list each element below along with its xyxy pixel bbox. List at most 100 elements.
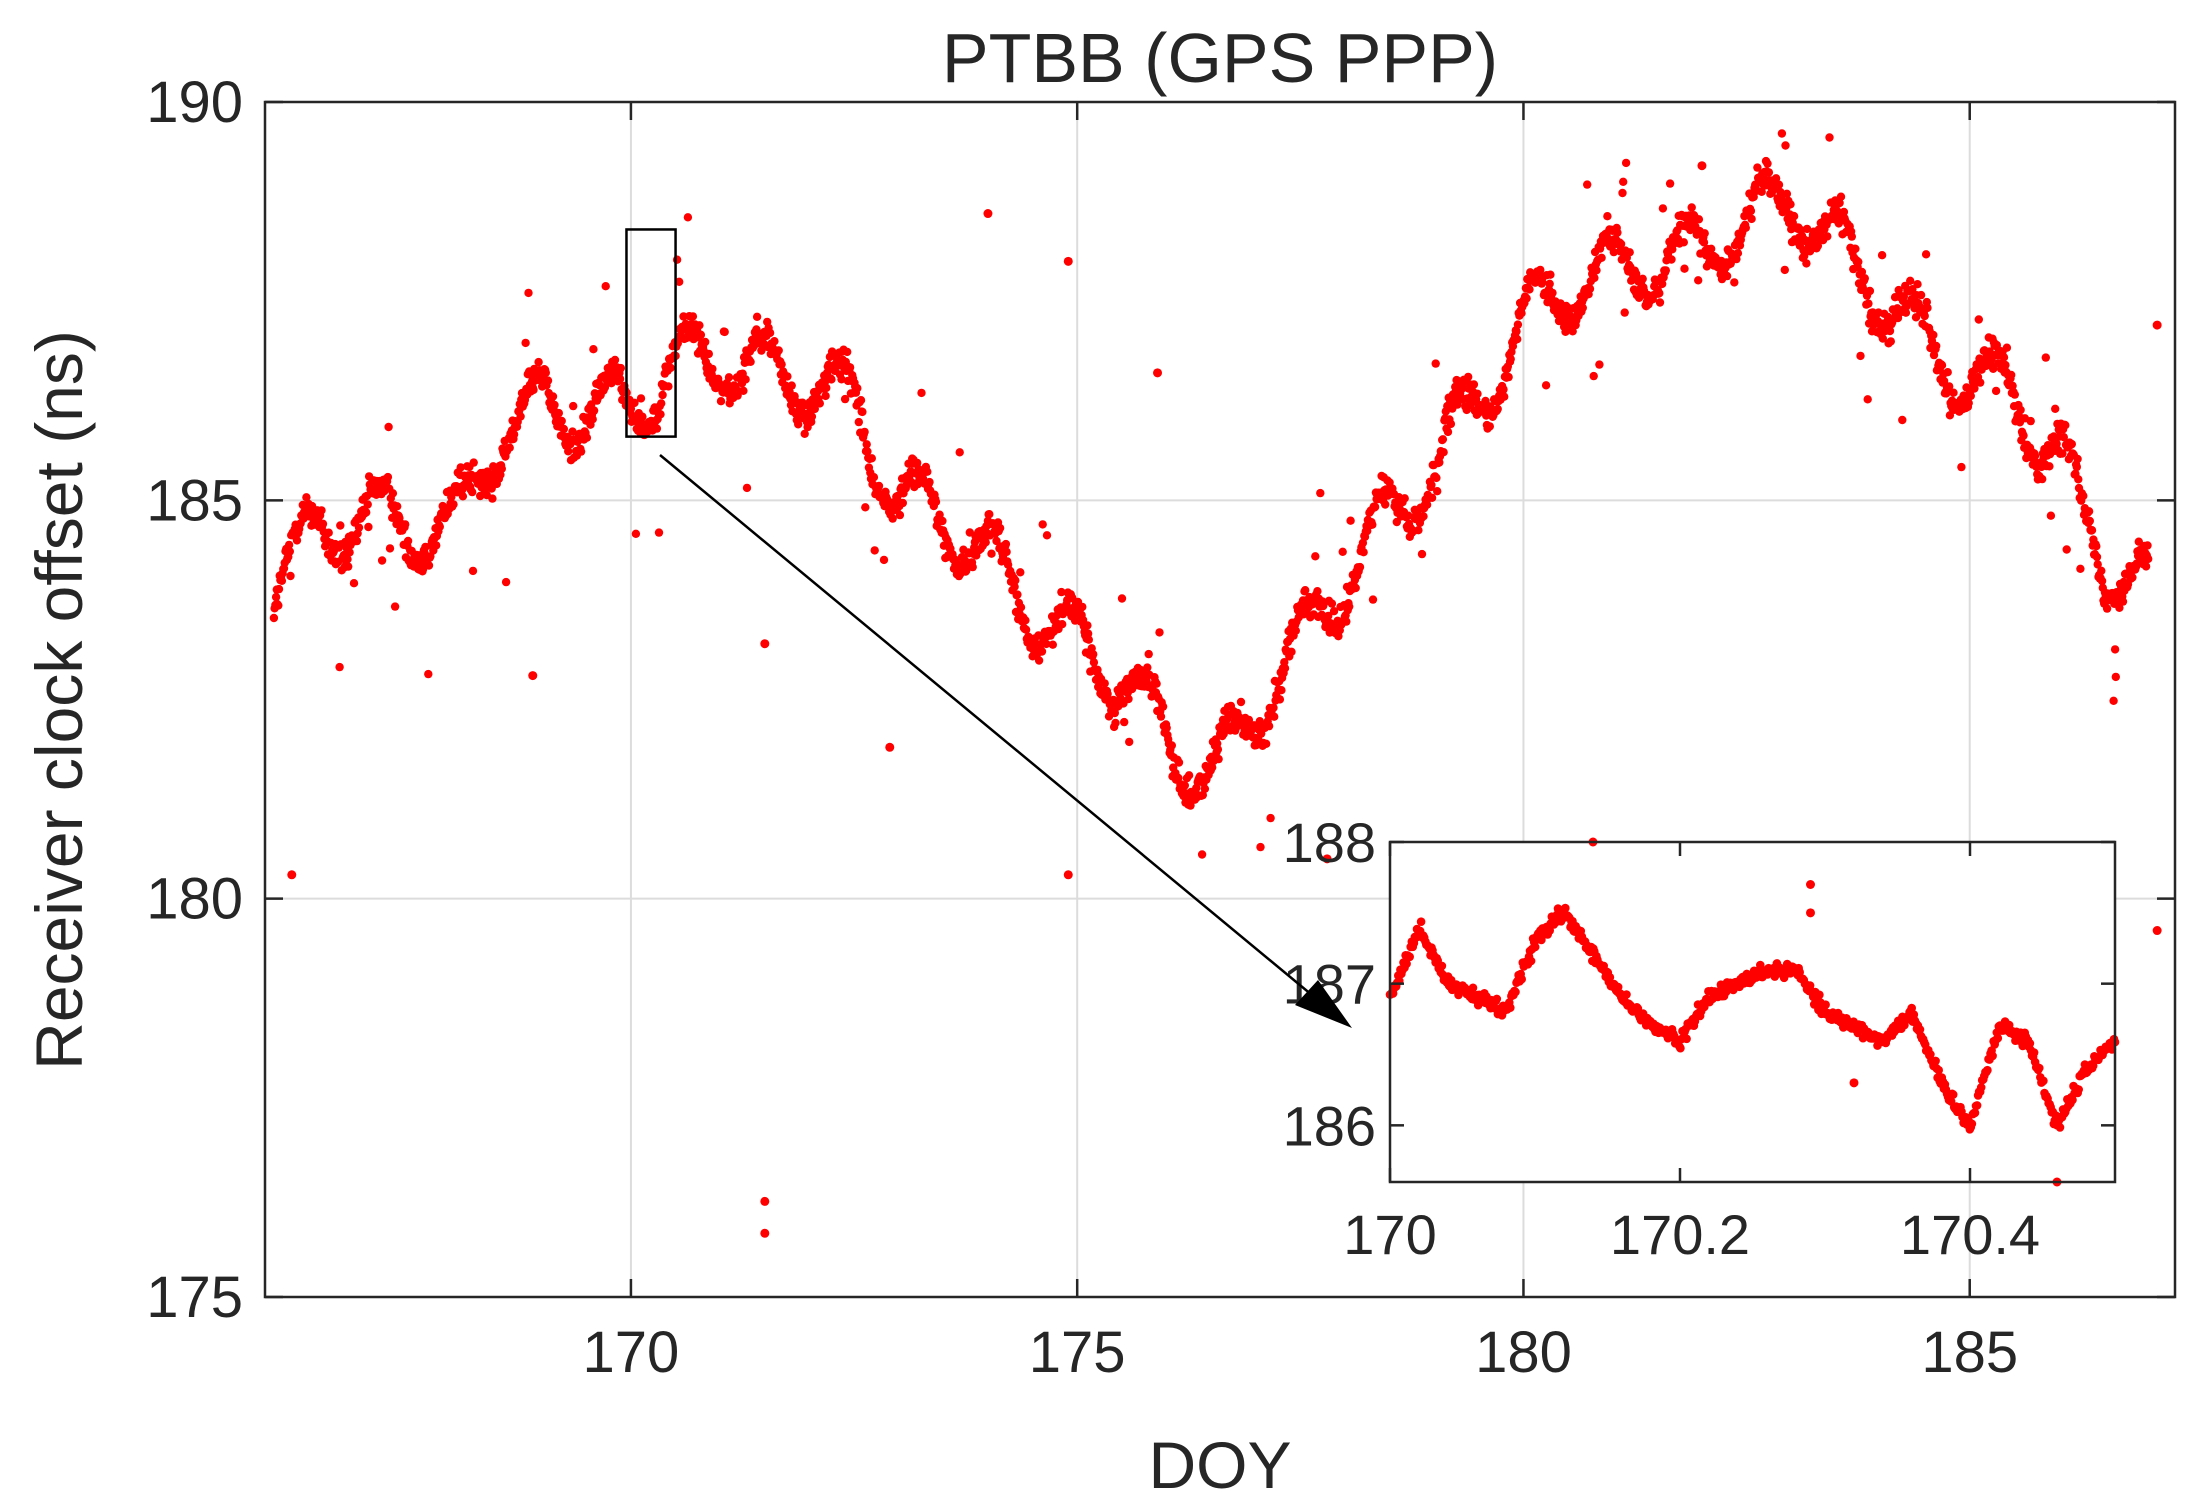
main-point: [1021, 616, 1030, 625]
inset-point: [2025, 1039, 2035, 1048]
main-point: [2076, 564, 2085, 573]
main-point: [1200, 784, 1210, 793]
main-point: [1800, 251, 1809, 261]
main-point: [1753, 163, 1762, 172]
inset-point: [1972, 1101, 1982, 1110]
main-point: [2061, 421, 2070, 430]
main-point: [557, 416, 566, 426]
inset-point: [1526, 956, 1536, 966]
main-point: [827, 375, 836, 384]
main-point: [664, 382, 673, 391]
inset-point: [1530, 942, 1540, 952]
main-point: [1180, 781, 1190, 790]
main-point: [424, 561, 434, 570]
main-point: [271, 592, 281, 602]
main-point: [1923, 303, 1932, 313]
main-point: [393, 502, 402, 511]
main-point: [1433, 487, 1442, 496]
main-point: [2001, 360, 2010, 370]
main-point: [390, 602, 400, 611]
main-point: [938, 516, 947, 526]
main-point: [1198, 790, 1208, 800]
inset-x-tick-label-2: 170.4: [1900, 1203, 2040, 1266]
main-point: [610, 355, 620, 365]
inset-point: [1492, 994, 1502, 1004]
main-point: [1707, 244, 1716, 253]
main-point: [1603, 212, 1612, 221]
main-point: [1597, 253, 1606, 262]
main-point: [1264, 721, 1274, 731]
main-point: [2008, 381, 2017, 390]
inset-point: [1915, 1025, 1925, 1034]
main-point: [2052, 439, 2061, 448]
x-tick-label-3: 185: [1921, 1320, 2018, 1385]
main-point: [1213, 745, 1223, 754]
main-point: [1757, 187, 1766, 196]
main-point: [497, 464, 506, 473]
main-point: [652, 424, 662, 433]
main-point: [1152, 679, 1161, 688]
main-point: [1083, 629, 1093, 638]
main-point: [1359, 548, 1368, 557]
zoom-arrow: [659, 454, 1352, 1028]
main-point: [2062, 545, 2071, 554]
inset-point: [1795, 967, 1804, 977]
main-point: [856, 396, 866, 405]
main-point: [1774, 180, 1784, 189]
main-point: [1763, 159, 1772, 168]
main-point: [354, 523, 364, 532]
inset-outlier-point-1: [1806, 880, 1815, 889]
main-point: [854, 417, 863, 427]
inset-axes-frame: [1388, 840, 2117, 1184]
main-point: [2067, 439, 2076, 449]
main-point: [1156, 712, 1166, 721]
main-point: [1658, 279, 1667, 289]
main-point: [1667, 255, 1676, 264]
main-point: [656, 410, 665, 419]
main-point: [1355, 562, 1365, 572]
y-tick-label-2: 185: [146, 468, 243, 533]
main-point: [1143, 663, 1152, 672]
main-outlier-point-5: [885, 742, 895, 752]
inset-point: [1511, 987, 1520, 997]
main-point: [1746, 206, 1756, 216]
inset-point: [1988, 1051, 1997, 1061]
main-point: [1976, 378, 1985, 387]
main-point: [1120, 717, 1129, 727]
main-point: [1943, 368, 1952, 377]
main-point: [1034, 656, 1044, 665]
main-point: [1144, 649, 1153, 659]
main-point: [1939, 376, 1949, 386]
y-axis-label: Receiver clock offset (ns): [22, 330, 96, 1070]
main-point: [1789, 212, 1799, 221]
main-point: [324, 528, 333, 537]
inset-point: [1967, 1119, 1977, 1129]
inset-point: [1561, 903, 1570, 913]
inset-x-tick-label-0: 170: [1343, 1203, 1436, 1266]
main-point: [377, 556, 387, 565]
main-point: [2143, 541, 2152, 550]
main-point: [615, 374, 625, 384]
main-point: [1687, 203, 1696, 212]
main-point: [1771, 174, 1781, 183]
inset-point: [1437, 961, 1447, 971]
main-point: [576, 447, 586, 456]
main-point: [1680, 264, 1689, 273]
main-point: [269, 613, 279, 623]
main-outlier-point-11: [1697, 161, 1707, 171]
main-point: [666, 363, 675, 373]
main-point: [2041, 353, 2050, 362]
zoom-region-box: [625, 228, 677, 438]
main-point: [840, 394, 850, 404]
main-point: [701, 337, 710, 347]
main-point: [2059, 433, 2068, 442]
main-point: [1699, 238, 1709, 247]
main-point: [2118, 597, 2128, 606]
main-point: [807, 412, 817, 421]
main-point: [861, 503, 870, 512]
main-point: [1162, 723, 1171, 732]
main-point: [898, 498, 907, 508]
main-point: [1427, 493, 1437, 502]
main-point: [1970, 384, 1979, 393]
main-point: [683, 213, 693, 222]
